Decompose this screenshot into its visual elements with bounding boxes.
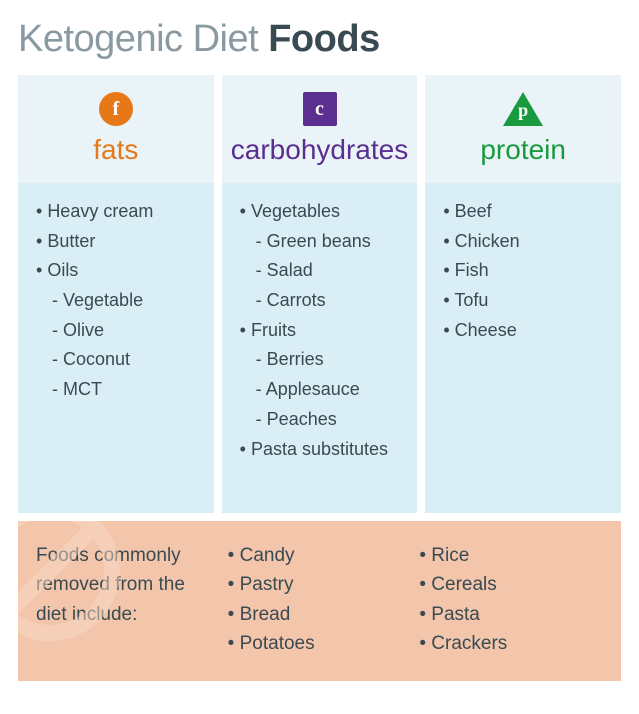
carbs-badge-icon: c [303, 92, 337, 126]
list-subitem: MCT [52, 375, 204, 405]
list-subitem: Berries [256, 345, 408, 375]
removed-list-2: RiceCerealsPastaCrackers [419, 541, 603, 659]
list-item: Pasta substitutes [240, 435, 408, 465]
removed-item: Cereals [419, 570, 603, 599]
list-subitem: Applesauce [256, 375, 408, 405]
removed-item: Candy [228, 541, 412, 570]
title-light: Ketogenic Diet [18, 18, 268, 60]
removed-item: Bread [228, 600, 412, 629]
list-subitem: Vegetable [52, 286, 204, 316]
list-item: Heavy cream [36, 197, 204, 227]
column-body-carbs: VegetablesGreen beansSaladCarrotsFruitsB… [222, 183, 418, 513]
list-item: FruitsBerriesApplesaucePeaches [240, 316, 408, 435]
removed-list-1: CandyPastryBreadPotatoes [228, 541, 412, 659]
list-subitem: Peaches [256, 405, 408, 435]
protein-badge-icon: p [503, 92, 543, 126]
page-title: Ketogenic Diet Foods [18, 18, 621, 61]
list-item: Beef [443, 197, 611, 227]
column-body-fats: Heavy creamButterOilsVegetableOliveCocon… [18, 183, 214, 513]
list-item: VegetablesGreen beansSaladCarrots [240, 197, 408, 316]
removed-item: Pastry [228, 570, 412, 599]
column-header-carbs: c carbohydrates [222, 75, 418, 183]
removed-item: Rice [419, 541, 603, 570]
list-subitem: Salad [256, 256, 408, 286]
column-fats: f fats Heavy creamButterOilsVegetableOlive… [18, 75, 214, 513]
column-carbs: c carbohydrates VegetablesGreen beansSalad… [222, 75, 418, 513]
list-item: Cheese [443, 316, 611, 346]
removed-item: Potatoes [228, 629, 412, 658]
list-item: OilsVegetableOliveCoconutMCT [36, 256, 204, 404]
list-item: Butter [36, 227, 204, 257]
removed-item: Pasta [419, 600, 603, 629]
list-item: Chicken [443, 227, 611, 257]
removed-item: Crackers [419, 629, 603, 658]
removed-foods-panel: Foods commonly removed from the diet inc… [18, 521, 621, 681]
fats-badge-icon: f [99, 92, 133, 126]
column-header-fats: f fats [18, 75, 214, 183]
column-label-carbs: carbohydrates [231, 134, 408, 166]
list-item: Fish [443, 256, 611, 286]
food-columns: f fats Heavy creamButterOilsVegetableOlive… [18, 75, 621, 513]
list-subitem: Carrots [256, 286, 408, 316]
column-label-fats: fats [93, 134, 138, 166]
title-bold: Foods [268, 18, 379, 60]
list-subitem: Olive [52, 316, 204, 346]
list-subitem: Green beans [256, 227, 408, 257]
list-subitem: Coconut [52, 345, 204, 375]
list-item: Tofu [443, 286, 611, 316]
column-header-protein: p protein [425, 75, 621, 183]
column-protein: p protein BeefChickenFishTofuCheese [425, 75, 621, 513]
column-body-protein: BeefChickenFishTofuCheese [425, 183, 621, 513]
column-label-protein: protein [480, 134, 566, 166]
